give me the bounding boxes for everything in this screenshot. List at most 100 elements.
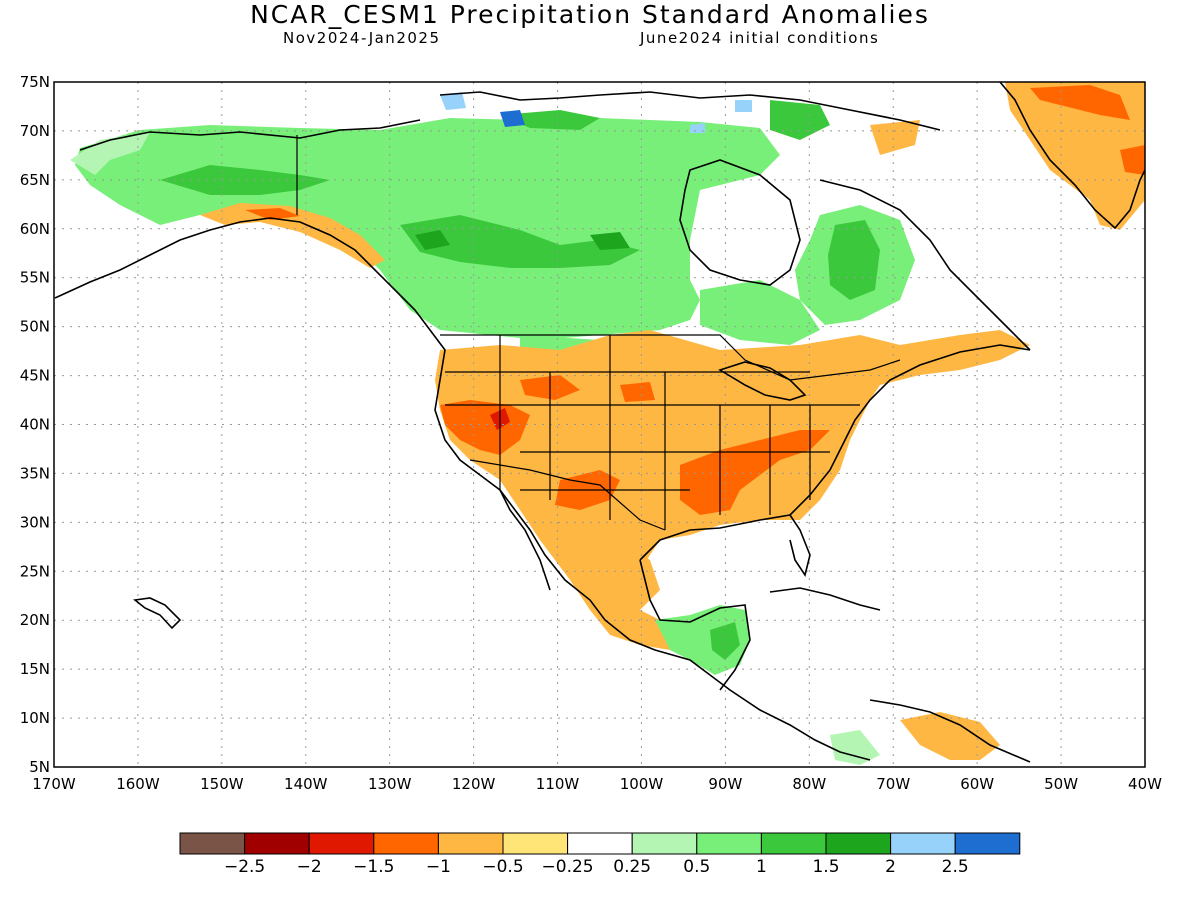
anomaly-baffin-dry bbox=[870, 120, 920, 155]
anomaly-arctic-deepblue bbox=[500, 110, 525, 127]
colorbar-swatch bbox=[567, 832, 633, 855]
lat-tick-label: 30N bbox=[20, 513, 50, 531]
lon-tick-label: 40W bbox=[1128, 775, 1162, 793]
anomaly-core-deep bbox=[415, 230, 630, 250]
lat-tick-label: 55N bbox=[20, 269, 50, 287]
lat-tick-label: 15N bbox=[20, 660, 50, 678]
colorbar-label: −1.5 bbox=[353, 857, 394, 877]
colorbar-swatch bbox=[696, 832, 762, 855]
colorbar-label: −1 bbox=[426, 857, 451, 877]
border-states-h bbox=[445, 371, 860, 491]
coast-alaska bbox=[54, 217, 871, 761]
lat-tick-label: 45N bbox=[20, 367, 50, 385]
latitude-labels: 75N 70N 65N 60N 55N 50N 45N 40N 35N 30N 25N 20N 15N 1… bbox=[20, 73, 50, 776]
lon-tick-label: 80W bbox=[792, 775, 826, 793]
lat-tick-label: 25N bbox=[20, 562, 50, 580]
colorbar-label: −0.25 bbox=[542, 857, 594, 877]
colorbar-label: −2 bbox=[297, 857, 322, 877]
lon-tick-label: 50W bbox=[1044, 775, 1078, 793]
colorbar-swatch bbox=[825, 832, 892, 855]
colorbar-swatch bbox=[373, 832, 439, 855]
colorbar-label: 2 bbox=[885, 857, 896, 877]
colorbar bbox=[179, 832, 1021, 855]
coast-mexico-east bbox=[639, 559, 751, 691]
coast-arctic-islands bbox=[439, 91, 941, 131]
lon-tick-label: 170W bbox=[32, 775, 76, 793]
coastlines bbox=[54, 82, 1145, 763]
coast-greenland bbox=[999, 82, 1145, 230]
anomaly-quebec-south bbox=[700, 280, 820, 345]
lon-tick-label: 130W bbox=[368, 775, 412, 793]
colorbar-swatch bbox=[954, 832, 1021, 855]
coast-alaska-north bbox=[79, 119, 421, 151]
colorbar-label: −2.5 bbox=[224, 857, 265, 877]
lat-tick-label: 40N bbox=[20, 416, 50, 434]
anomaly-tennessee-dry bbox=[680, 430, 830, 515]
longitude-labels: 170W 160W 150W 140W 130W 120W 110W 100W 90W 80W 70… bbox=[32, 775, 1162, 793]
anomaly-yucatan-core bbox=[710, 622, 740, 660]
lon-tick-label: 90W bbox=[708, 775, 742, 793]
anomaly-labrador-core bbox=[828, 220, 880, 300]
political-borders bbox=[296, 135, 901, 531]
coast-hudson bbox=[679, 159, 801, 286]
lat-tick-label: 20N bbox=[20, 611, 50, 629]
lon-tick-label: 100W bbox=[620, 775, 664, 793]
lat-tick-label: 65N bbox=[20, 171, 50, 189]
anomaly-alaska-coast-dry2 bbox=[245, 208, 300, 220]
colorbar-label: 0.25 bbox=[613, 857, 651, 877]
lon-tick-label: 120W bbox=[452, 775, 496, 793]
lat-tick-label: 10N bbox=[20, 709, 50, 727]
colorbar-swatch bbox=[760, 832, 827, 855]
map-title: NCAR_CESM1 Precipitation Standard Anomal… bbox=[250, 0, 930, 29]
lon-tick-label: 70W bbox=[876, 775, 910, 793]
colorbar-swatch bbox=[437, 832, 504, 855]
lat-tick-label: 5N bbox=[29, 758, 50, 776]
coast-cuba bbox=[769, 587, 881, 611]
anomaly-nw-core bbox=[160, 165, 330, 195]
lat-tick-label: 60N bbox=[20, 220, 50, 238]
border-us-mexico bbox=[469, 459, 666, 531]
anomaly-alaska-coast-dry bbox=[200, 203, 385, 268]
coast-hawaii bbox=[133, 597, 182, 630]
anomaly-greatbasin-dry bbox=[440, 400, 530, 455]
border-states-v bbox=[499, 335, 811, 530]
lon-tick-label: 150W bbox=[200, 775, 244, 793]
anomaly-sa-dry bbox=[900, 712, 1000, 760]
border-us-canada bbox=[440, 334, 901, 381]
lon-tick-label: 110W bbox=[536, 775, 580, 793]
colorbar-label: 1 bbox=[756, 857, 767, 877]
coast-labrador bbox=[819, 179, 1031, 351]
colorbar-label: 2.5 bbox=[942, 857, 969, 877]
coast-east-us bbox=[789, 344, 1031, 516]
coast-sa bbox=[869, 699, 1031, 763]
lat-tick-label: 35N bbox=[20, 464, 50, 482]
anomaly-sa-wet bbox=[830, 730, 880, 765]
anomaly-greenland-core bbox=[1030, 85, 1145, 175]
lon-tick-label: 60W bbox=[960, 775, 994, 793]
lat-tick-label: 50N bbox=[20, 318, 50, 336]
lat-tick-label: 75N bbox=[20, 73, 50, 91]
lon-tick-label: 140W bbox=[284, 775, 328, 793]
anomaly-wyoming-dry bbox=[520, 375, 655, 402]
colorbar-swatch bbox=[308, 832, 375, 855]
initial-conditions: June2024 initial conditions bbox=[640, 29, 880, 47]
coast-baja bbox=[499, 489, 551, 591]
colorbar-swatch bbox=[244, 832, 310, 855]
colorbar-swatch bbox=[890, 832, 956, 855]
graticule bbox=[54, 82, 1145, 767]
map-frame bbox=[53, 81, 1146, 768]
colorbar-label: 1.5 bbox=[812, 857, 839, 877]
colorbar-label: 0.5 bbox=[683, 857, 710, 877]
lat-tick-label: 70N bbox=[20, 122, 50, 140]
colorbar-label: −0.5 bbox=[482, 857, 523, 877]
lon-tick-label: 160W bbox=[116, 775, 160, 793]
colorbar-swatch bbox=[179, 832, 246, 855]
anomaly-arctic-core bbox=[500, 100, 830, 140]
anomaly-greenland-dry bbox=[1005, 82, 1145, 230]
anomaly-shading bbox=[70, 82, 1145, 765]
anomaly-mexico-dry bbox=[540, 530, 660, 615]
colorbar-swatch bbox=[631, 832, 698, 855]
anomaly-central-core bbox=[400, 215, 640, 268]
colorbar-swatch bbox=[502, 832, 569, 855]
